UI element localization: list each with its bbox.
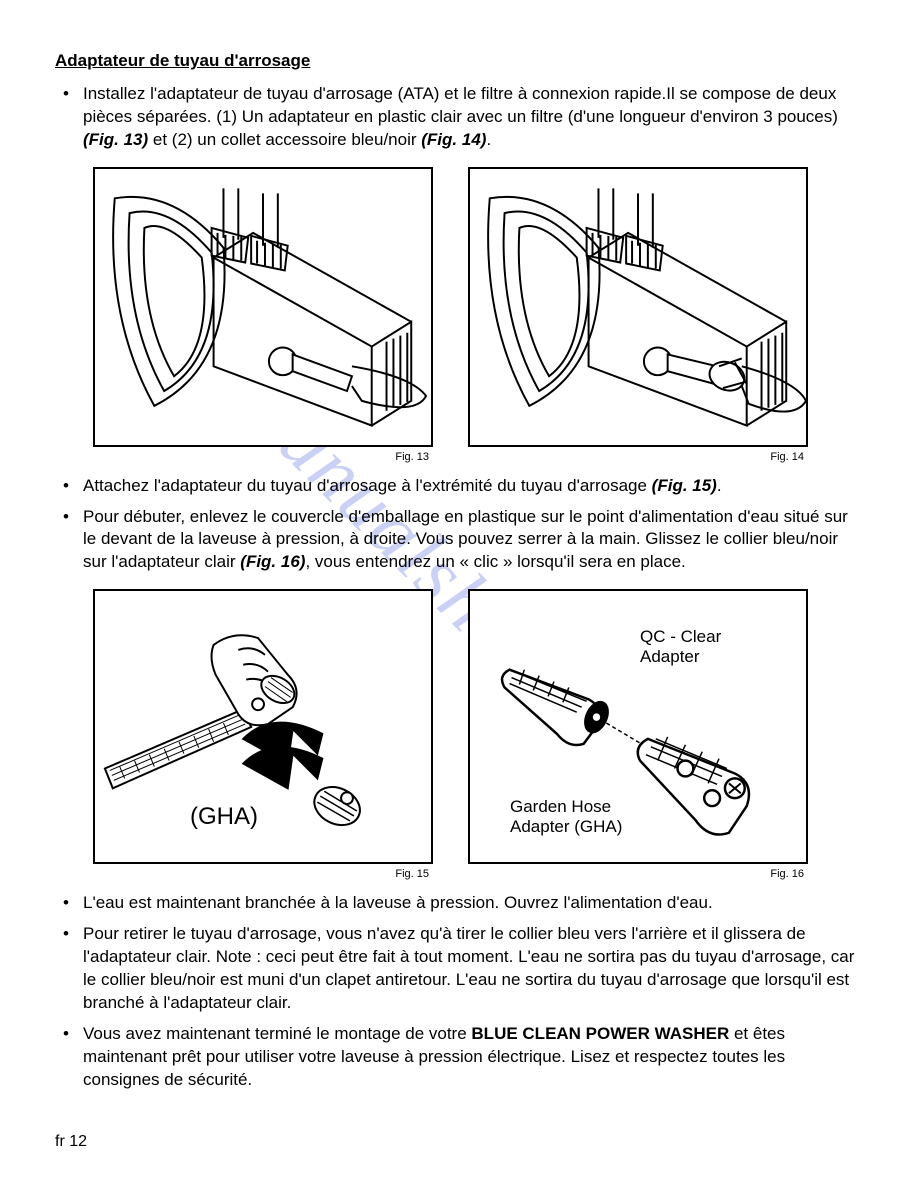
bullet-list-1: Installez l'adaptateur de tuyau d'arrosa… xyxy=(55,83,863,152)
bullet-3: Pour débuter, enlevez le couvercle d'emb… xyxy=(55,506,863,575)
bullet-4: L'eau est maintenant branchée à la laveu… xyxy=(55,892,863,915)
bullet-2-text-1: Attachez l'adaptateur du tuyau d'arrosag… xyxy=(83,476,652,495)
figure-14-block: Fig. 14 xyxy=(468,167,808,465)
section-title: Adaptateur de tuyau d'arrosage xyxy=(55,50,863,73)
bullet-3-ref-1: (Fig. 16) xyxy=(240,552,305,571)
figure-15-gha-label: (GHA) xyxy=(190,801,258,833)
bullet-1-ref-1: (Fig. 13) xyxy=(83,130,148,149)
bullet-1: Installez l'adaptateur de tuyau d'arrosa… xyxy=(55,83,863,152)
figure-15-illustration: (GHA) xyxy=(93,589,433,864)
figure-row-1: Fig. 13 xyxy=(93,167,863,465)
bullet-list-3: L'eau est maintenant branchée à la laveu… xyxy=(55,892,863,1092)
bullet-1-ref-2: (Fig. 14) xyxy=(421,130,486,149)
bullet-list-2: Attachez l'adaptateur du tuyau d'arrosag… xyxy=(55,475,863,575)
figure-16-qc-label-2: Adapter xyxy=(640,646,700,669)
bullet-1-text-1: Installez l'adaptateur de tuyau d'arrosa… xyxy=(83,84,838,126)
bullet-5: Pour retirer le tuyau d'arrosage, vous n… xyxy=(55,923,863,1015)
figure-16-illustration: QC - Clear Adapter Garden Hose Adapter (… xyxy=(468,589,808,864)
bullet-1-text-2: et (2) un collet accessoire bleu/noir xyxy=(148,130,421,149)
bullet-6-text-1: Vous avez maintenant terminé le montage … xyxy=(83,1024,471,1043)
figure-15-block: (GHA) Fig. 15 xyxy=(93,589,433,882)
bullet-2: Attachez l'adaptateur du tuyau d'arrosag… xyxy=(55,475,863,498)
page-number: fr 12 xyxy=(55,1131,87,1153)
figure-15-caption: Fig. 15 xyxy=(395,867,433,882)
figure-row-2: (GHA) Fig. 15 QC - Cl xyxy=(93,589,863,882)
bullet-2-text-2: . xyxy=(717,476,722,495)
figure-16-caption: Fig. 16 xyxy=(770,867,808,882)
figure-14-illustration xyxy=(468,167,808,447)
figure-13-block: Fig. 13 xyxy=(93,167,433,465)
figure-13-illustration xyxy=(93,167,433,447)
figure-16-block: QC - Clear Adapter Garden Hose Adapter (… xyxy=(468,589,808,882)
figure-14-caption: Fig. 14 xyxy=(770,450,808,465)
figure-13-caption: Fig. 13 xyxy=(395,450,433,465)
figure-16-gha-label-2: Adapter (GHA) xyxy=(510,816,622,839)
bullet-1-text-3: . xyxy=(486,130,491,149)
bullet-6-bold: BLUE CLEAN POWER WASHER xyxy=(471,1024,729,1043)
bullet-3-text-2: , vous entendrez un « clic » lorsqu'il s… xyxy=(305,552,685,571)
bullet-6: Vous avez maintenant terminé le montage … xyxy=(55,1023,863,1092)
bullet-2-ref-1: (Fig. 15) xyxy=(652,476,717,495)
